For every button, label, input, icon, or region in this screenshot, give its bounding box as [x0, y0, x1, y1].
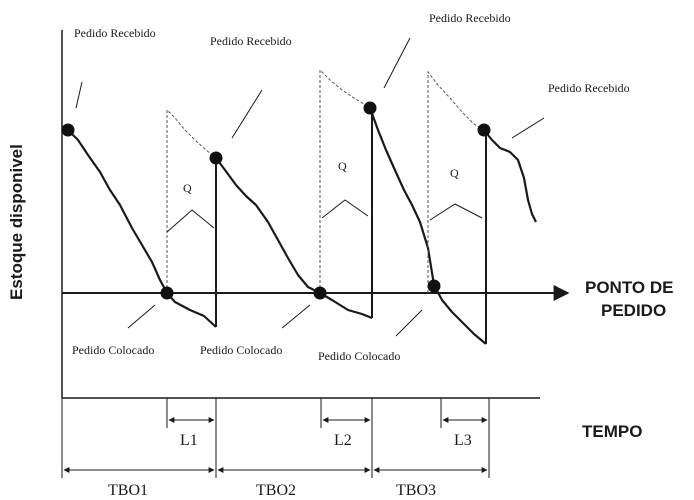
label-q-1: Q: [183, 181, 192, 195]
q-bracket-1: [166, 209, 215, 233]
pointer-lines: [75, 37, 545, 337]
cycle-1-depletion: [67, 129, 217, 328]
replenishment-lines: [215, 108, 487, 344]
q-bracket-3: [429, 203, 483, 221]
label-y-axis: Estoque disponivel: [7, 144, 26, 300]
label-placed-2: Pedido Colocado: [200, 343, 282, 357]
label-received-1: Pedido Recebido: [74, 26, 156, 40]
q-bracket-2: [321, 199, 369, 219]
pointer-recv-4: [511, 117, 545, 139]
label-l2: L2: [334, 432, 352, 449]
label-reorder-point-line1: PONTO DE: [585, 278, 673, 297]
label-l1: L1: [180, 432, 198, 449]
dot-placed-1: [160, 286, 174, 300]
inventory-curves: [67, 107, 537, 345]
label-received-4: Pedido Recebido: [548, 81, 630, 95]
pointer-recv-3: [383, 37, 411, 89]
dot-placed-2: [313, 286, 327, 300]
pointer-recv-2: [231, 89, 263, 139]
label-received-2: Pedido Recebido: [210, 34, 292, 48]
label-tbo2: TBO2: [256, 482, 296, 499]
dot-received-2: [209, 151, 223, 165]
event-dots: [61, 101, 491, 300]
label-received-3: Pedido Recebido: [429, 11, 511, 25]
cycle-2-depletion: [215, 157, 373, 320]
label-q-2: Q: [338, 159, 347, 173]
label-q-3: Q: [450, 166, 459, 180]
label-tbo1: TBO1: [108, 482, 148, 499]
label-x-axis: TEMPO: [582, 422, 642, 441]
label-l3: L3: [454, 432, 472, 449]
pointer-placed-2: [281, 304, 311, 329]
label-reorder-point-line2: PEDIDO: [601, 301, 666, 320]
pointer-placed-1: [127, 304, 156, 329]
dashed-2: [319, 68, 371, 293]
cycle-3-depletion: [368, 107, 487, 345]
label-placed-1: Pedido Colocado: [72, 343, 154, 357]
dashed-projections: [166, 68, 485, 293]
dot-received-1: [61, 123, 75, 137]
dashed-1: [166, 108, 217, 293]
pointer-placed-3: [395, 309, 423, 337]
pointer-recv-1: [75, 81, 83, 109]
dot-received-3: [363, 101, 377, 115]
label-placed-3: Pedido Colocado: [318, 349, 400, 363]
dot-placed-3: [427, 279, 441, 293]
cycle-4-depletion: [483, 129, 537, 223]
dot-received-4: [477, 123, 491, 137]
lead-time-dims: [61, 398, 490, 478]
q-brackets: [166, 199, 483, 233]
label-tbo3: TBO3: [396, 482, 436, 499]
dashed-3: [427, 70, 485, 293]
